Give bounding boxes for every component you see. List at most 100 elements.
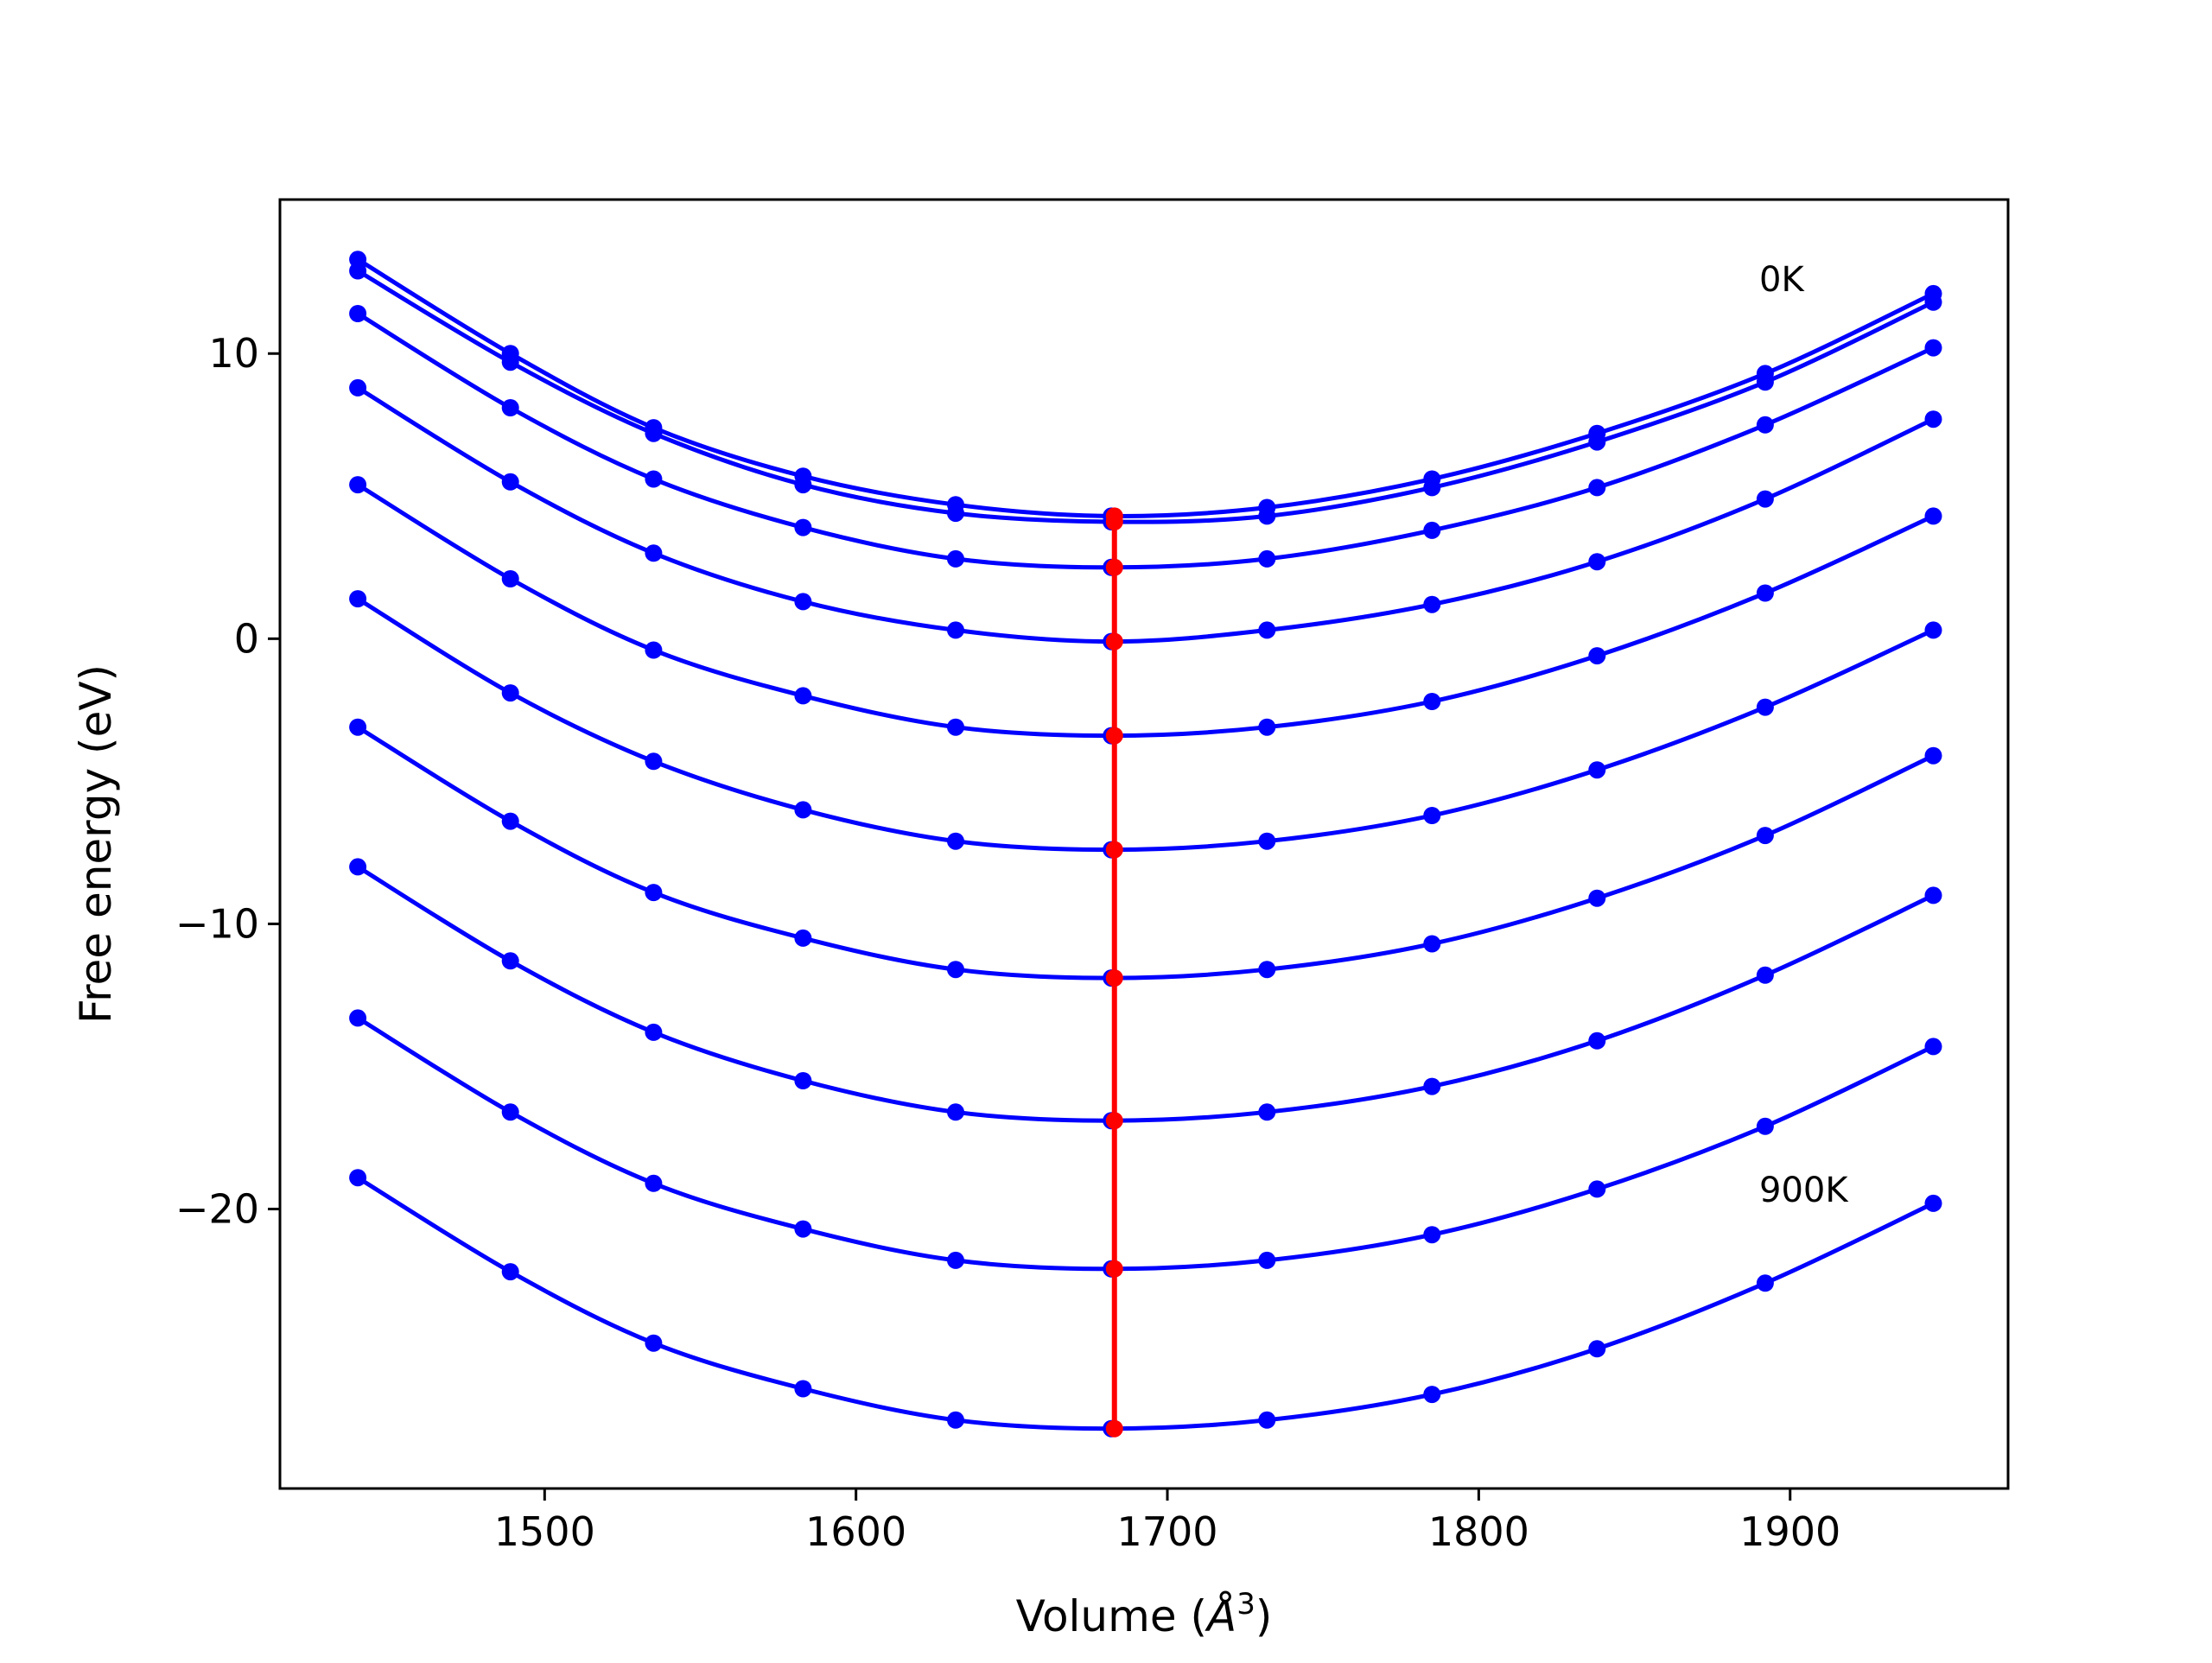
series-9-point-3: [645, 1174, 663, 1192]
series-4-point-3: [645, 544, 663, 562]
series-3-point-1: [349, 305, 367, 322]
series-10-point-9: [1588, 1340, 1606, 1358]
series-2-point-10: [1756, 373, 1774, 391]
series-curve-9: [356, 1016, 1935, 1272]
series-4-point-11: [1924, 410, 1942, 428]
series-5-point-9: [1588, 647, 1606, 665]
series-2-point-11: [1924, 293, 1942, 311]
series-5-point-1: [349, 476, 367, 494]
x-axis-label-close: ): [1255, 1591, 1273, 1641]
y-axis-label: Free energy (eV): [71, 664, 121, 1024]
series-7-point-7: [1258, 961, 1276, 979]
series-8-point-11: [1924, 886, 1942, 904]
series-curve-7: [356, 725, 1935, 981]
series-10-point-1: [349, 1169, 367, 1187]
series-2-point-8: [1423, 479, 1441, 497]
series-7-point-9: [1588, 889, 1606, 907]
x-tick-label-1800: 1800: [1428, 1508, 1529, 1555]
series-6-point-1: [349, 590, 367, 608]
series-8-point-7: [1258, 1103, 1276, 1121]
series-9-point-4: [794, 1220, 812, 1238]
series-2-point-2: [501, 353, 519, 371]
x-axis-label-exponent: 3: [1236, 1587, 1255, 1622]
series-8-point-8: [1423, 1077, 1441, 1095]
series-5-point-7: [1258, 718, 1276, 736]
series-6-point-9: [1588, 761, 1606, 779]
series-curve-6: [356, 596, 1935, 853]
series-3-point-7: [1258, 549, 1276, 568]
series-6-point-10: [1756, 698, 1774, 716]
series-8-point-9: [1588, 1031, 1606, 1050]
series-curve-3: [356, 311, 1935, 570]
series-6-point-11: [1924, 621, 1942, 639]
equilibrium-point-4: [1105, 632, 1123, 651]
series-4-point-7: [1258, 621, 1276, 639]
series-2-point-9: [1588, 433, 1606, 451]
series-4-point-4: [794, 593, 812, 611]
x-tick-label-1700: 1700: [1116, 1508, 1217, 1555]
series-7-point-11: [1924, 746, 1942, 765]
series-10-point-11: [1924, 1194, 1942, 1212]
equilibrium-point-8: [1105, 1112, 1123, 1130]
series-curve-1: [356, 257, 1935, 518]
series-7-point-10: [1756, 827, 1774, 845]
series-8-point-2: [501, 952, 519, 970]
x-axis-label-text: Volume (: [1016, 1591, 1207, 1641]
equilibrium-point-9: [1105, 1260, 1123, 1278]
y-tick-label-3: −10: [175, 900, 259, 947]
series-2-point-3: [645, 424, 663, 442]
series-2-point-5: [947, 505, 964, 523]
plot-layer: [356, 257, 1935, 1431]
x-axis-label: Volume (Å3): [1016, 1587, 1273, 1641]
series-3-point-10: [1756, 416, 1774, 434]
series-4-point-10: [1756, 490, 1774, 508]
series-4-point-5: [947, 621, 964, 639]
series-6-point-7: [1258, 832, 1276, 850]
series-5-point-11: [1924, 507, 1942, 525]
series-2-point-7: [1258, 507, 1276, 525]
series-3-point-9: [1588, 479, 1606, 497]
series-curve-2: [356, 269, 1935, 524]
series-5-point-2: [501, 570, 519, 587]
series-9-point-7: [1258, 1251, 1276, 1269]
series-4-point-1: [349, 378, 367, 397]
x-axis-label-symbol: Å: [1205, 1591, 1236, 1641]
series-9-point-10: [1756, 1117, 1774, 1135]
annotation-0k: 0K: [1759, 260, 1805, 300]
series-9-point-5: [947, 1251, 964, 1269]
series-5-point-10: [1756, 584, 1774, 602]
series-9-point-8: [1423, 1226, 1441, 1244]
series-7-point-4: [794, 929, 812, 947]
series-9-point-2: [501, 1103, 519, 1121]
series-8-point-4: [794, 1072, 812, 1089]
series-2-point-1: [349, 262, 367, 280]
x-tick-label-1900: 1900: [1739, 1508, 1840, 1555]
marks-layer: [349, 251, 1942, 1438]
equilibrium-point-6: [1105, 841, 1123, 859]
series-10-point-3: [645, 1334, 663, 1352]
series-4-point-9: [1588, 553, 1606, 571]
series-10-point-8: [1423, 1386, 1441, 1404]
equilibrium-point-7: [1105, 969, 1123, 987]
y-tick-label-2: 0: [234, 615, 259, 662]
series-6-point-3: [645, 752, 663, 771]
x-tick-label-1500: 1500: [494, 1508, 595, 1555]
series-7-point-5: [947, 961, 964, 979]
equilibrium-point-2: [1105, 513, 1123, 530]
series-3-point-4: [794, 518, 812, 536]
equilibrium-point-10: [1105, 1419, 1123, 1438]
y-tick-label-4: −20: [175, 1186, 259, 1233]
series-10-point-2: [501, 1263, 519, 1281]
series-8-point-10: [1756, 966, 1774, 984]
equilibrium-point-5: [1105, 727, 1123, 745]
series-5-point-3: [645, 641, 663, 659]
series-3-point-3: [645, 470, 663, 488]
series-2-point-4: [794, 476, 812, 494]
series-8-point-3: [645, 1023, 663, 1041]
series-10-point-7: [1258, 1411, 1276, 1429]
x-tick-label-1600: 1600: [805, 1508, 906, 1555]
series-10-point-10: [1756, 1274, 1774, 1292]
series-8-point-1: [349, 858, 367, 876]
